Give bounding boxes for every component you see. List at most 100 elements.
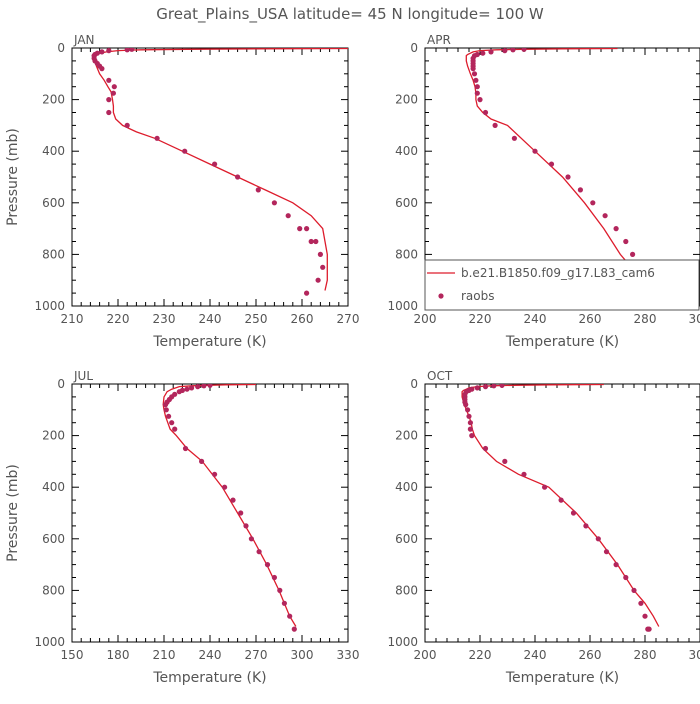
raobs-point — [277, 587, 283, 594]
x-tick-label: 270 — [337, 312, 360, 326]
raobs-point — [320, 264, 326, 270]
raobs-point — [482, 445, 489, 452]
raobs-point — [570, 510, 577, 516]
raobs-point — [492, 122, 498, 128]
raobs-point — [317, 251, 323, 257]
raobs-point — [565, 174, 571, 180]
x-tick-label: 150 — [61, 648, 84, 662]
raobs-point — [110, 90, 116, 96]
raobs-point — [256, 549, 262, 555]
raobs-point — [473, 77, 479, 83]
raobs-point — [212, 161, 218, 167]
raobs-point — [172, 426, 178, 432]
raobs-point — [502, 458, 508, 464]
raobs-point — [124, 122, 130, 128]
raobs-point — [595, 536, 601, 542]
raobs-point — [548, 161, 555, 167]
x-tick-label: 240 — [524, 312, 547, 326]
x-tick-label: 280 — [634, 648, 657, 662]
x-tick-label: 240 — [199, 312, 222, 326]
y-tick-label: 600 — [395, 196, 418, 210]
y-tick-label: 0 — [410, 377, 418, 391]
raobs-point — [474, 90, 480, 96]
raobs-point — [499, 384, 505, 388]
raobs-point — [613, 562, 619, 568]
raobs-point — [465, 407, 471, 413]
raobs-point — [162, 402, 169, 408]
plot-area — [461, 384, 660, 632]
raobs-point — [304, 290, 310, 296]
raobs-point — [480, 50, 486, 56]
raobs-point — [281, 600, 287, 606]
raobs-point — [166, 413, 172, 419]
x-tick-label: 220 — [469, 312, 492, 326]
x-tick-label: 200 — [414, 312, 437, 326]
raobs-point — [285, 213, 291, 219]
y-tick-label: 1000 — [387, 299, 418, 313]
raobs-point — [124, 48, 130, 53]
raobs-point — [474, 385, 480, 391]
raobs-point — [488, 49, 494, 55]
raobs-point — [510, 48, 516, 53]
panel-label: APR — [427, 33, 451, 47]
panel-jul: JUL 150 180 210 240 270 300 330 0 200 400 600 800 100… — [5, 369, 359, 686]
raobs-point — [511, 135, 517, 141]
y-tick-label: 800 — [42, 247, 65, 261]
y-tick-label: 800 — [395, 583, 418, 597]
x-tick-label: 300 — [291, 648, 314, 662]
raobs-point — [212, 471, 218, 477]
y-tick-label: 600 — [395, 532, 418, 546]
raobs-point — [255, 187, 261, 193]
raobs-point — [182, 148, 188, 154]
x-tick-label: 300 — [689, 312, 700, 326]
y-tick-label: 800 — [395, 247, 418, 261]
legend-box — [424, 259, 700, 311]
y-tick-label: 600 — [42, 532, 65, 546]
raobs-point — [470, 66, 476, 72]
x-tick-label: 260 — [579, 648, 602, 662]
panel-oct: OCT 200 220 240 260 280 300 0 200 400 600 800 1000 Te… — [387, 369, 700, 686]
raobs-point — [189, 385, 195, 391]
raobs-point — [264, 562, 271, 568]
x-tick-label: 260 — [579, 312, 602, 326]
raobs-point — [471, 71, 478, 77]
raobs-point — [469, 433, 475, 439]
y-tick-label: 0 — [57, 377, 65, 391]
plot-frame — [424, 383, 700, 643]
y-tick-label: 400 — [42, 480, 65, 494]
y-tick-label: 400 — [395, 144, 418, 158]
legend-model-label: b.e21.B1850.f09_g17.L83_cam6 — [461, 266, 655, 280]
raobs-point — [129, 48, 135, 52]
raobs-point — [623, 574, 629, 581]
raobs-point — [297, 226, 303, 232]
raobs-point — [106, 48, 112, 54]
raobs-point — [291, 626, 297, 632]
raobs-point — [184, 386, 190, 392]
panel-jan: JAN 210 220 230 240 250 260 270 0 200 400 600 800 100… — [5, 33, 359, 350]
raobs-point — [558, 497, 564, 503]
y-tick-label: 1000 — [34, 299, 65, 313]
y-axis-label: Pressure (mb) — [5, 128, 21, 226]
x-tick-label: 330 — [337, 648, 360, 662]
x-tick-label: 250 — [245, 312, 268, 326]
raobs-point — [304, 226, 310, 232]
panel-label: JUL — [73, 369, 93, 383]
x-tick-label: 240 — [524, 648, 547, 662]
model-profile-line — [94, 48, 348, 291]
raobs-point — [243, 523, 249, 529]
raobs-point — [532, 148, 538, 154]
x-axis-label: Temperature (K) — [505, 334, 619, 350]
panel-label: JAN — [73, 33, 95, 47]
raobs-point — [466, 413, 472, 419]
y-tick-label: 200 — [42, 93, 65, 107]
raobs-point — [477, 97, 483, 103]
raobs-point — [182, 445, 189, 452]
y-tick-label: 0 — [57, 41, 65, 55]
x-axis-label: Temperature (K) — [505, 670, 619, 686]
x-tick-label: 230 — [153, 312, 176, 326]
raobs-point — [603, 549, 610, 555]
y-tick-label: 1000 — [34, 635, 65, 649]
raobs-point — [577, 187, 584, 193]
y-tick-label: 200 — [395, 429, 418, 443]
